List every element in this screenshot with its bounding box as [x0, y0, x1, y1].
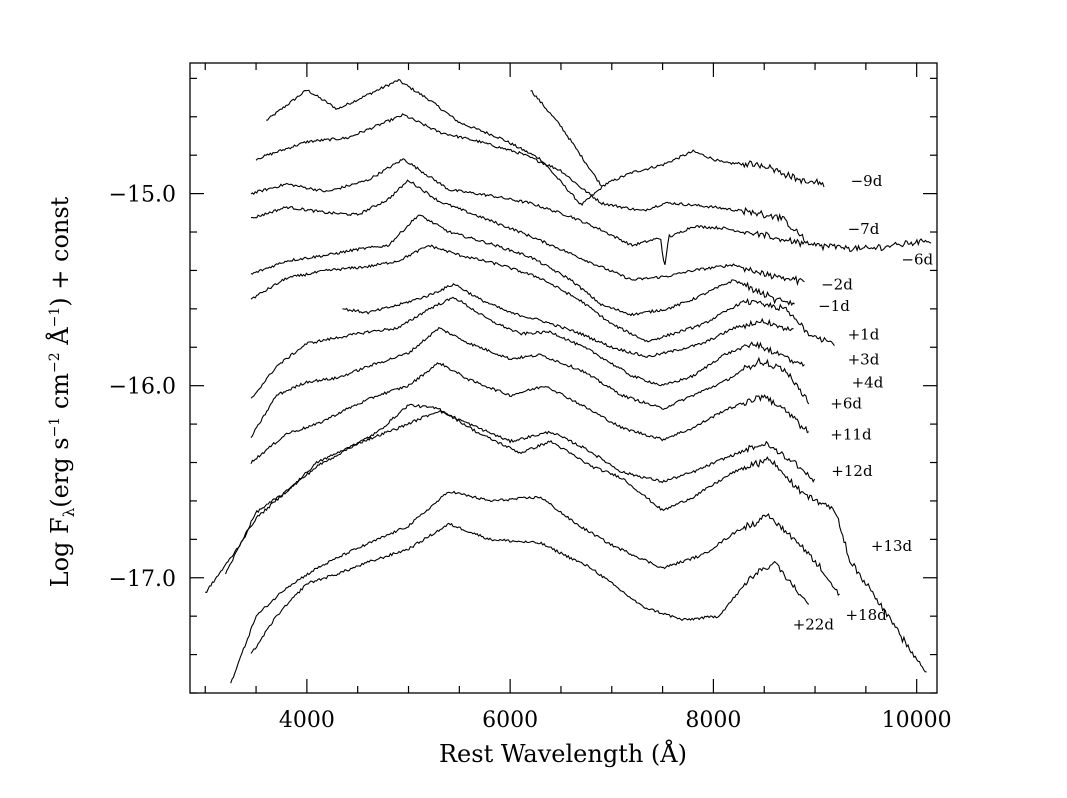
y-axis-title: Log Fλ(erg s−1 cm−2 Å−1) + const — [45, 196, 78, 587]
epoch-label-6: +1d — [848, 326, 880, 344]
spectrum-line-8 — [250, 296, 805, 399]
y-title-suffix: ) + const — [46, 196, 74, 306]
epoch-label-7: +3d — [848, 351, 880, 369]
spectrum-line-4 — [250, 179, 805, 287]
spectrum-line-14 — [250, 522, 810, 654]
plot-frame — [189, 62, 938, 694]
y-title-sup3: −1 — [47, 307, 63, 328]
spectrum-line-9 — [250, 326, 810, 438]
epoch-label-12: +13d — [871, 537, 913, 555]
tick-layer: 4000 6000 8000 10000 −15.0 −16.0 −17.0 — [109, 63, 952, 733]
x-axis-title: Rest Wavelength (Å) — [439, 739, 687, 768]
spectrum-line-11 — [225, 409, 816, 575]
y-title-middle: (erg s — [46, 437, 74, 507]
y-title-sup1: −1 — [47, 417, 63, 438]
epoch-label-13: +18d — [846, 606, 888, 624]
y-tick-label: −15.0 — [109, 183, 176, 208]
spectrum-line-7 — [342, 283, 794, 359]
epoch-label-9: +6d — [830, 395, 862, 413]
epoch-label-layer: −9d −7d −6d −2d −1d +1d +3d +4d +6d +11d +12d +13d +… — [793, 172, 934, 634]
x-tick-label: 8000 — [685, 708, 741, 733]
spectrum-line-5 — [250, 214, 795, 317]
y-tick-label: −17.0 — [109, 567, 176, 592]
epoch-label-1: −9d — [851, 172, 883, 190]
epoch-label-5: −1d — [818, 297, 850, 315]
spectrum-line-1-segment — [530, 90, 602, 187]
spectrum-line-3 — [250, 158, 932, 265]
epoch-label-2: −7d — [848, 220, 880, 238]
spectrum-line-2 — [255, 113, 805, 241]
y-title-prefix: Log F — [46, 517, 74, 587]
y-title-sub: λ — [60, 507, 78, 517]
y-tick-label: −16.0 — [109, 375, 176, 400]
epoch-label-4: −2d — [821, 276, 853, 294]
y-title-sup2: −2 — [47, 352, 63, 373]
epoch-label-8: +4d — [852, 374, 884, 392]
x-tick-label: 10000 — [882, 708, 952, 733]
epoch-label-11: +12d — [831, 462, 873, 480]
epoch-label-14: +22d — [793, 616, 835, 634]
epoch-label-3: −6d — [901, 251, 933, 269]
spectrum-line-6 — [250, 244, 835, 347]
y-title-cm: cm — [46, 373, 74, 417]
spectrum-line-12 — [205, 403, 927, 673]
x-tick-label: 6000 — [482, 708, 538, 733]
series-layer — [205, 78, 932, 684]
epoch-label-10: +11d — [830, 426, 872, 444]
y-title-angstrom: Å — [45, 327, 74, 353]
spectrum-line-10 — [250, 362, 809, 465]
spectrum-line-13 — [230, 490, 840, 684]
x-tick-label: 4000 — [279, 708, 335, 733]
